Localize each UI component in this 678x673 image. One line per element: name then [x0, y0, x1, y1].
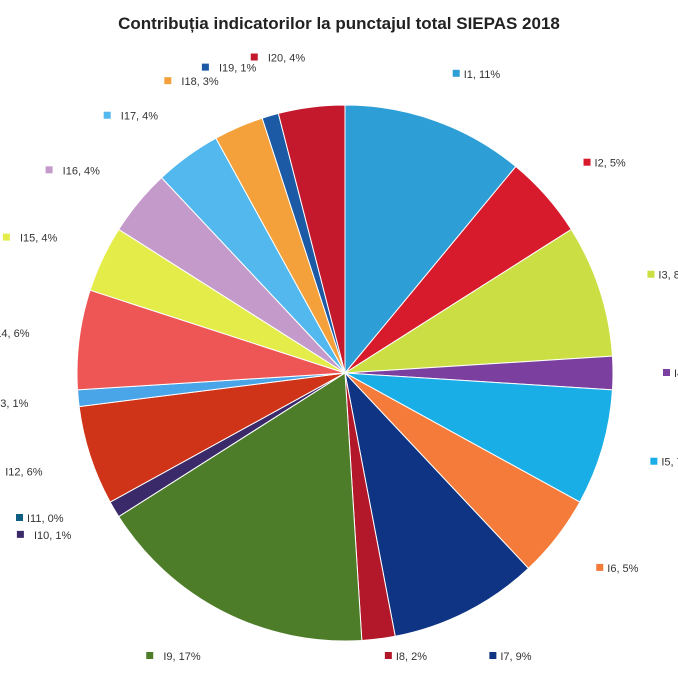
extra-label-text: I11, 0% — [27, 513, 64, 525]
slice-label-5: I5, 7% — [650, 457, 678, 469]
pie-slice-7 — [344, 371, 530, 637]
slice-label-text: I10, 1% — [34, 530, 72, 542]
slice-label-11: I12, 6% — [5, 466, 43, 478]
pie-slice-3 — [344, 228, 614, 374]
slice-label-text: I16, 4% — [63, 165, 101, 177]
slice-label-text: I5, 7% — [661, 457, 678, 469]
extra-label-1: I11, 0% — [16, 513, 64, 525]
slice-label-marker — [663, 369, 670, 376]
slice-label-marker — [583, 158, 591, 166]
slice-label-text: I19, 1% — [219, 63, 257, 75]
slice-label-text: I9, 17% — [163, 651, 201, 663]
slice-label-marker — [596, 563, 604, 571]
slice-label-text: I14, 6% — [0, 328, 30, 340]
slice-label-text: I12, 6% — [5, 466, 43, 478]
slice-label-13: I14, 6% — [0, 328, 30, 340]
slice-label-text: I6, 5% — [607, 563, 638, 575]
slice-label-text: I3, 8% — [658, 270, 678, 282]
slice-label-18: I19, 1% — [201, 63, 257, 75]
slice-label-marker — [489, 652, 497, 659]
slice-label-15: I16, 4% — [45, 165, 101, 177]
slice-label-3: I3, 8% — [647, 270, 678, 282]
slice-label-marker — [250, 53, 258, 61]
slice-label-marker — [384, 652, 392, 659]
pie-slice-9 — [118, 372, 363, 642]
slice-label-2: I2, 5% — [583, 158, 626, 170]
slice-label-12: I13, 1% — [0, 398, 29, 410]
slice-label-marker — [647, 270, 655, 278]
slice-label-1: I1, 11% — [452, 69, 501, 81]
slice-label-text: I18, 3% — [181, 76, 219, 88]
pie-slice-5 — [344, 372, 614, 503]
slice-label-8: I8, 2% — [384, 651, 427, 663]
slice-label-marker — [45, 166, 53, 174]
slice-label-marker — [2, 233, 10, 241]
slice-label-marker — [650, 457, 658, 465]
slice-label-9: I9, 17% — [146, 651, 201, 663]
slice-label-text: I20, 4% — [268, 53, 306, 65]
pie-slices — [76, 104, 614, 642]
slice-label-text: I8, 2% — [396, 651, 427, 663]
slice-label-text: I13, 1% — [0, 398, 29, 410]
slice-label-19: I20, 4% — [250, 53, 306, 65]
slice-label-marker — [201, 63, 209, 71]
chart-title: Contribuția indicatorilor la punctajul t… — [118, 14, 560, 33]
slice-label-marker — [16, 530, 24, 538]
slice-label-text: I15, 4% — [20, 233, 58, 245]
slice-label-text: I2, 5% — [595, 158, 626, 170]
slice-label-17: I18, 3% — [164, 76, 219, 88]
pie-slice-1 — [344, 104, 517, 375]
slice-label-4: I4, 2% — [663, 368, 678, 380]
slice-label-marker — [164, 77, 172, 85]
slice-label-16: I17, 4% — [103, 111, 159, 123]
pie-slice-19 — [277, 104, 346, 374]
slice-label-text: I7, 9% — [500, 651, 531, 663]
slice-label-text: I4, 2% — [674, 368, 678, 380]
slice-label-6: I6, 5% — [596, 563, 639, 575]
slice-label-14: I15, 4% — [2, 233, 58, 245]
slice-label-7: I7, 9% — [489, 651, 532, 663]
slice-labels: I1, 11% I2, 5% I3, 8% I4, 2% I5, 7% I6, 5% I7,… — [0, 53, 678, 663]
slice-label-text: I1, 11% — [464, 69, 501, 81]
slice-label-10: I10, 1% — [16, 530, 72, 542]
slice-label-marker — [103, 111, 111, 119]
slice-label-text: I17, 4% — [121, 111, 159, 123]
slice-label-marker — [146, 652, 154, 659]
slice-label-marker — [452, 69, 460, 77]
extra-label-marker — [16, 514, 23, 521]
